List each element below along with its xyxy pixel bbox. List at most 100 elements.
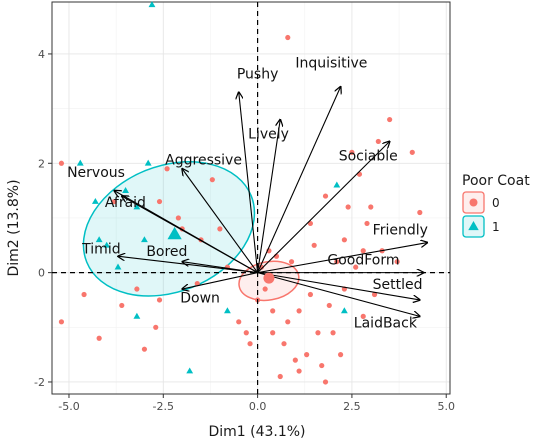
legend-label-1: 1 (492, 220, 500, 234)
point-group-1 (224, 307, 231, 314)
x-axis-title: Dim1 (43.1%) (208, 424, 305, 440)
point-group-0 (409, 149, 415, 155)
point-group-0 (304, 352, 310, 358)
point-group-0 (96, 335, 102, 341)
arrow-lively (257, 120, 281, 273)
centroid-group-0 (263, 272, 275, 284)
arrow-afraid (122, 196, 258, 274)
point-group-1 (122, 187, 129, 193)
point-group-0 (288, 259, 295, 265)
legend-triangle-icon (468, 221, 479, 231)
point-group-0 (285, 319, 291, 325)
point-group-0 (322, 379, 329, 385)
point-group-0 (326, 302, 332, 309)
point-group-0 (270, 330, 276, 336)
label-down: Down (180, 291, 220, 307)
legend-entries: 01 (462, 191, 500, 238)
point-group-0 (311, 242, 317, 248)
point-group-0 (394, 259, 400, 265)
x-tick-label: -2.5 (153, 400, 174, 413)
y-axis-title: Dim2 (13.8%) (6, 179, 22, 276)
point-group-0 (281, 341, 287, 347)
arrow-inquisitive (257, 87, 341, 273)
point-group-1 (133, 312, 141, 319)
label-inquisitive: Inquisitive (295, 56, 367, 72)
point-group-0 (217, 226, 223, 232)
point-group-0 (360, 248, 366, 254)
point-group-0 (81, 291, 87, 298)
point-group-0 (209, 177, 215, 183)
point-group-0 (285, 34, 291, 41)
arrow-aggressive (182, 169, 259, 273)
point-group-1 (141, 236, 148, 243)
point-group-0 (307, 291, 314, 298)
point-group-0 (356, 171, 363, 177)
point-group-0 (296, 308, 302, 314)
label-sociable: Sociable (339, 149, 398, 165)
point-group-1 (76, 159, 84, 166)
point-group-1 (91, 197, 99, 204)
point-group-0 (337, 352, 344, 358)
point-group-1 (186, 367, 194, 374)
legend-title: Poor Coat (462, 173, 530, 189)
point-group-1 (103, 241, 111, 248)
point-group-0 (134, 286, 140, 292)
plot-panel (52, 2, 450, 394)
point-group-0 (417, 209, 423, 216)
point-group-0 (296, 368, 302, 374)
arrow-laidback (257, 272, 420, 317)
point-group-0 (194, 280, 200, 287)
point-group-0 (175, 215, 181, 221)
point-group-0 (360, 313, 366, 319)
label-pushy: Pushy (237, 67, 279, 83)
plot-panel-border (51, 1, 451, 395)
point-group-0 (371, 291, 378, 298)
label-goodform: GoodForm (327, 252, 399, 268)
point-group-0 (315, 330, 321, 336)
point-group-0 (119, 302, 125, 309)
label-aggressive: Aggressive (165, 152, 242, 168)
x-tick-label: 5.0 (437, 400, 455, 413)
point-group-1 (333, 181, 341, 188)
point-group-0 (262, 286, 268, 292)
point-group-0 (322, 193, 329, 199)
centroid-group-1 (167, 226, 182, 240)
x-tick-label: 0.0 (249, 400, 267, 413)
x-tick-label: 2.5 (343, 400, 361, 413)
point-group-0 (292, 357, 298, 363)
label-settled: Settled (373, 277, 423, 293)
point-group-1 (114, 263, 122, 270)
point-group-0 (58, 319, 65, 325)
y-tick-label: -2 (34, 376, 45, 389)
point-group-0 (156, 297, 163, 303)
point-group-0 (247, 341, 253, 347)
y-tick-label: 4 (38, 48, 45, 61)
point-group-0 (341, 237, 347, 243)
point-group-1 (144, 159, 152, 166)
point-group-0 (345, 204, 351, 210)
legend-circle-icon (469, 198, 478, 207)
point-group-0 (58, 160, 65, 166)
point-group-0 (330, 330, 336, 336)
legend-label-0: 0 (492, 196, 500, 210)
point-group-0 (387, 116, 393, 123)
point-group-0 (141, 346, 148, 352)
variable-labels: Pushy Inquisitive Lively Aggressive Sociable… (67, 56, 428, 332)
variable-arrows (114, 87, 427, 317)
x-tick-label: -5.0 (58, 400, 79, 413)
label-laidback: LaidBack (354, 315, 418, 331)
point-group-0 (153, 324, 159, 330)
point-group-0 (236, 319, 242, 325)
group-centroids (167, 226, 275, 284)
point-group-0 (277, 373, 283, 380)
x-axis-ticks: -5.0 -2.5 0.0 2.5 5.0 (58, 394, 455, 413)
legend: Poor Coat 01 (462, 173, 530, 238)
arrow-friendly (257, 243, 428, 274)
point-group-0 (319, 362, 325, 369)
point-group-1 (148, 1, 156, 8)
point-group-0 (111, 198, 117, 205)
arrow-settled (257, 272, 420, 300)
point-group-0 (364, 220, 370, 227)
y-tick-label: 2 (38, 157, 45, 170)
